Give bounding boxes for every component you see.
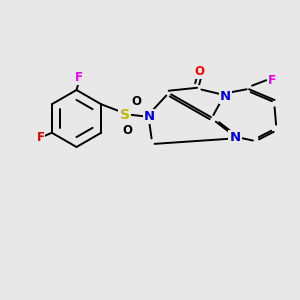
- Text: N: N: [144, 110, 155, 123]
- Text: F: F: [75, 71, 83, 84]
- Text: O: O: [123, 124, 133, 137]
- Text: N: N: [220, 90, 231, 103]
- Text: O: O: [131, 95, 141, 108]
- Text: N: N: [230, 131, 241, 144]
- Text: F: F: [268, 74, 276, 87]
- Text: O: O: [195, 65, 205, 78]
- Text: F: F: [36, 131, 44, 144]
- Text: S: S: [120, 108, 130, 122]
